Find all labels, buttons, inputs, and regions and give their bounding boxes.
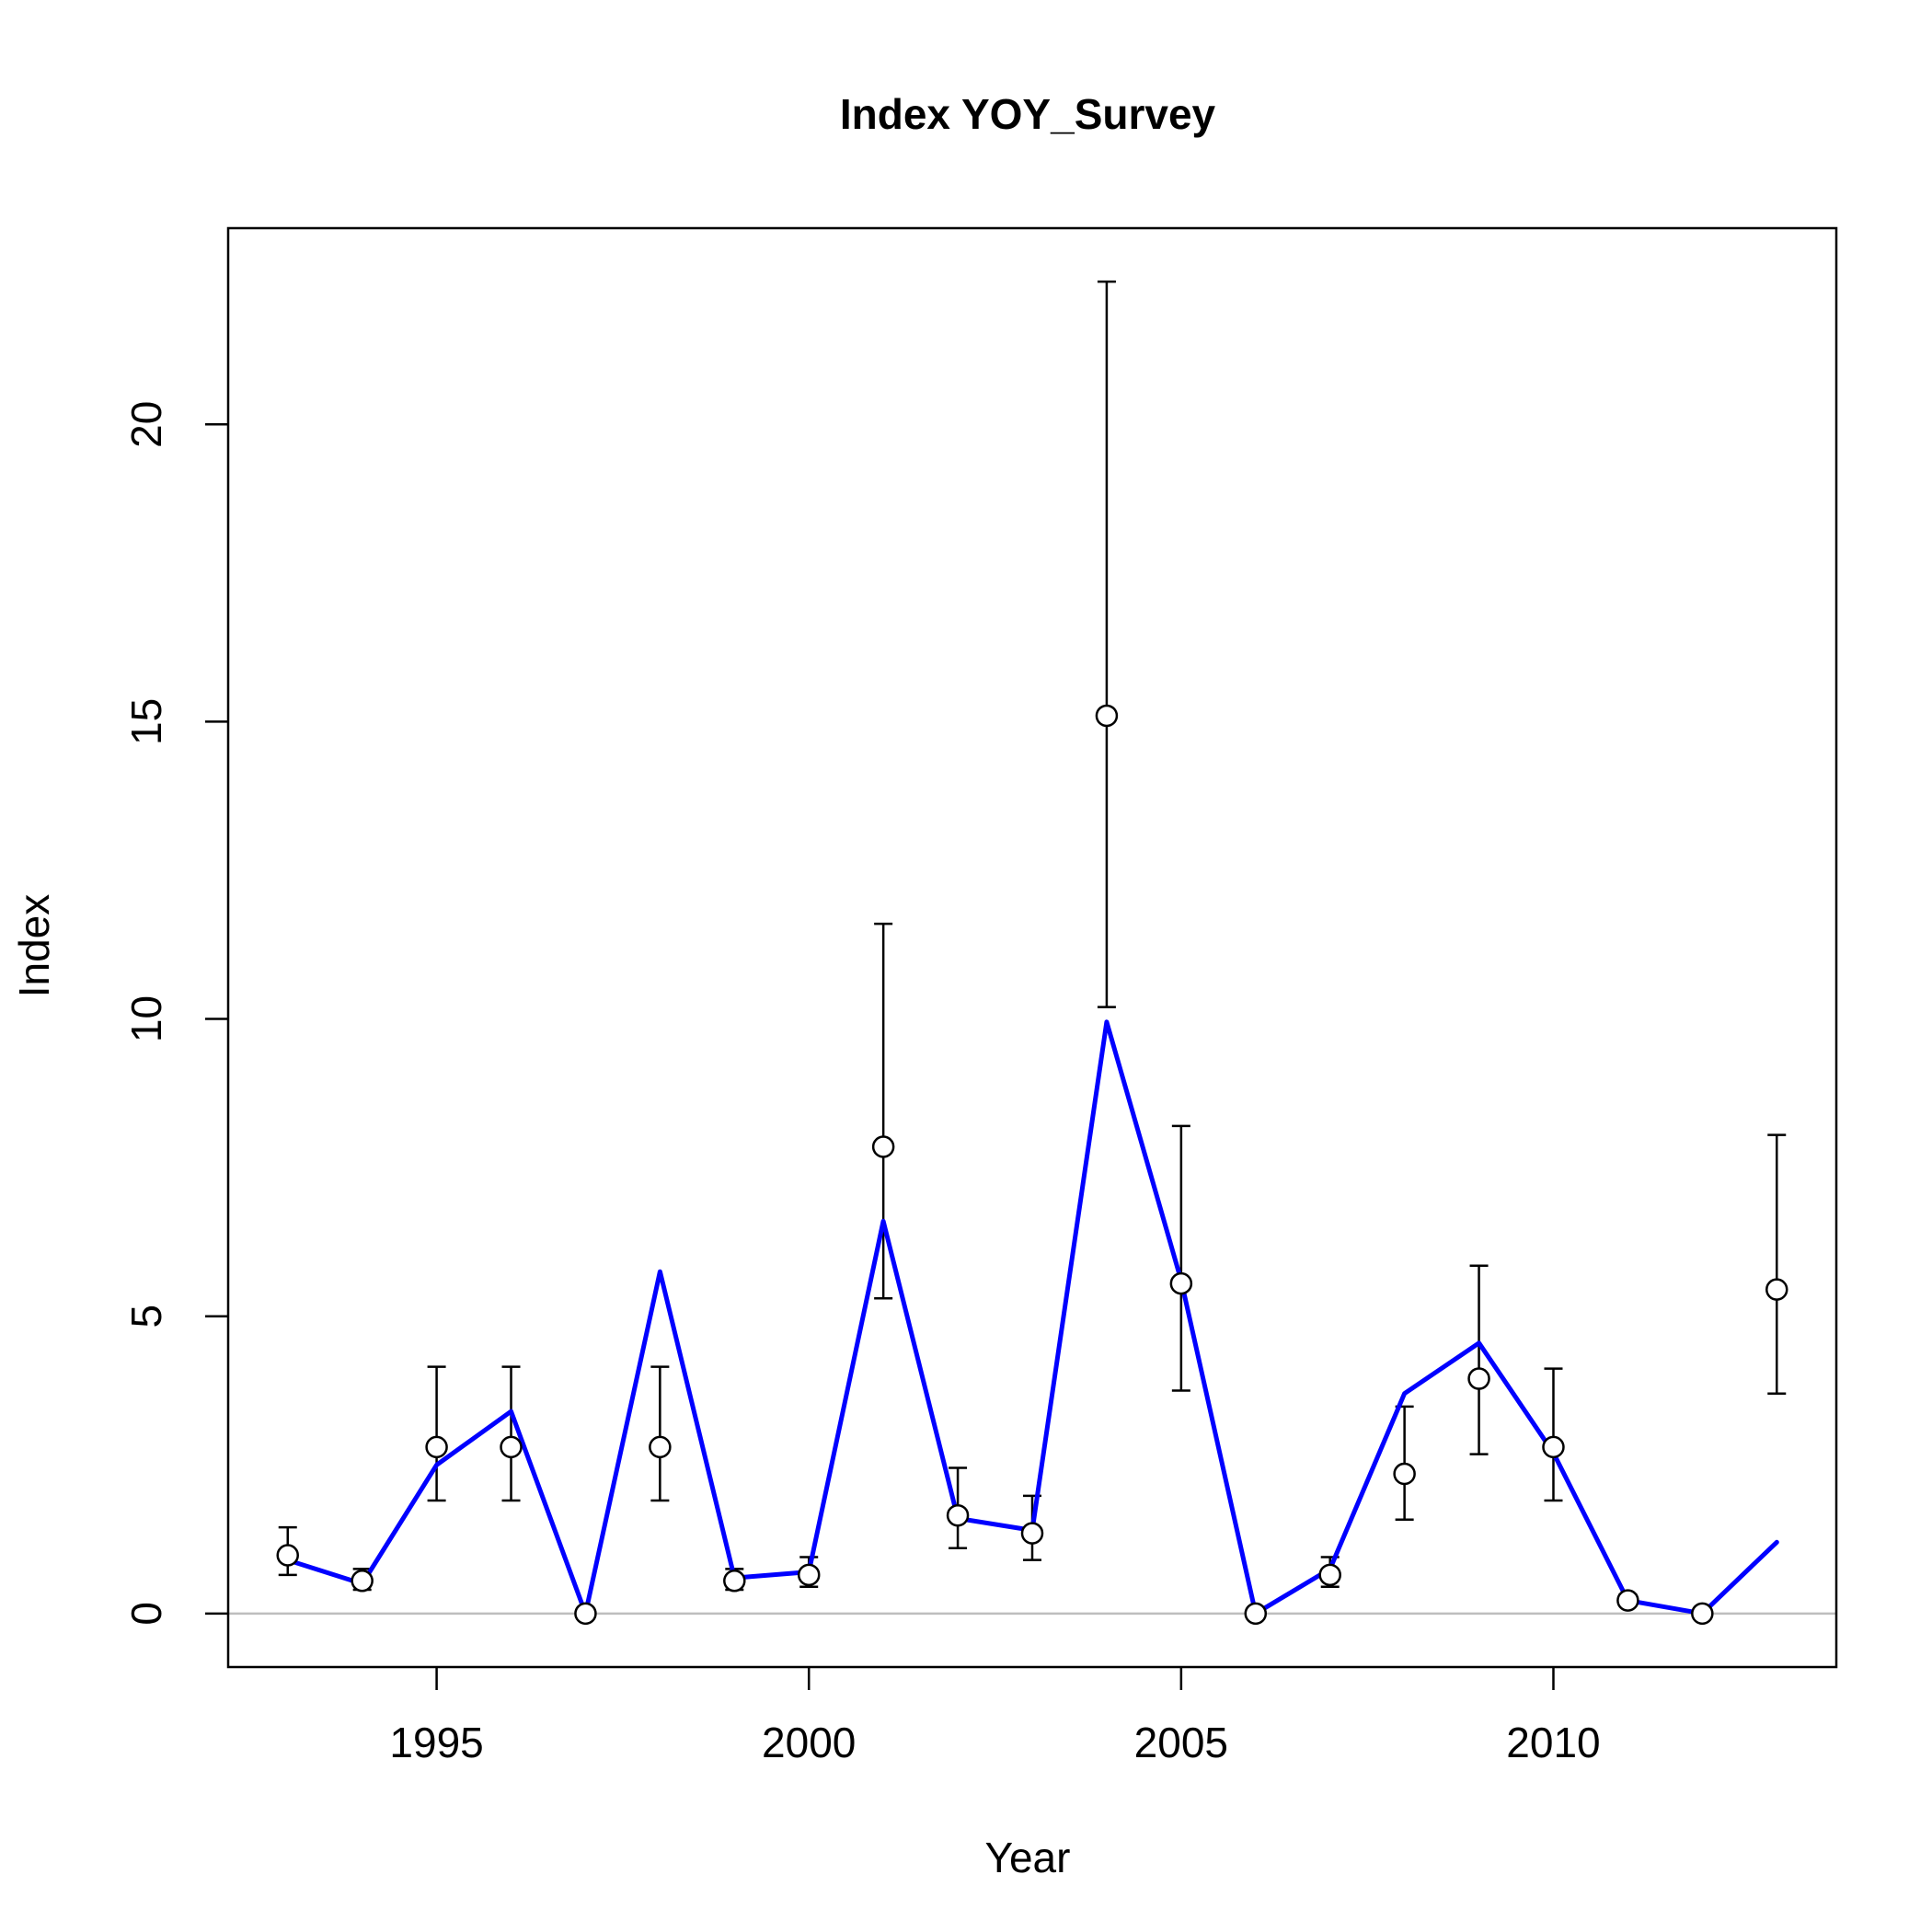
plot-frame: [226, 226, 1838, 1669]
observed-point: [1244, 1602, 1268, 1626]
observed-point: [649, 1435, 672, 1459]
observed-point: [1691, 1602, 1714, 1626]
y-tick-label: 15: [122, 698, 170, 745]
observed-point: [1542, 1435, 1565, 1459]
observed-point: [1765, 1278, 1788, 1301]
observed-point: [1020, 1522, 1044, 1545]
x-tick-label: 2000: [762, 1719, 856, 1766]
chart-title: Index YOY_Survey: [840, 90, 1216, 138]
y-axis-label: Index: [10, 894, 58, 998]
observed-point: [797, 1563, 821, 1587]
observed-point: [871, 1135, 895, 1158]
observed-point: [1318, 1563, 1341, 1587]
x-axis-label: Year: [985, 1834, 1071, 1881]
x-tick-label: 2005: [1134, 1719, 1228, 1766]
y-tick-label: 0: [122, 1602, 170, 1626]
observed-point: [574, 1602, 597, 1626]
y-tick-label: 10: [122, 995, 170, 1042]
observed-point: [1169, 1271, 1193, 1295]
observed-point: [500, 1435, 523, 1459]
observed-point: [946, 1503, 970, 1527]
observed-point: [1095, 704, 1119, 728]
x-tick-label: 1995: [389, 1719, 483, 1766]
observed-point: [276, 1544, 299, 1567]
y-tick-label: 20: [122, 401, 170, 448]
observed-point: [1616, 1589, 1639, 1612]
observed-point: [723, 1570, 746, 1593]
plot-area: 1995 2000 2005 2010 0 5 10 15 20: [122, 226, 1838, 1766]
observed-point: [425, 1435, 448, 1459]
x-tick-label: 2010: [1506, 1719, 1600, 1766]
y-tick-label: 5: [122, 1305, 170, 1328]
observed-point: [351, 1570, 374, 1593]
observed-point: [1393, 1462, 1416, 1486]
observed-point: [1467, 1367, 1490, 1390]
